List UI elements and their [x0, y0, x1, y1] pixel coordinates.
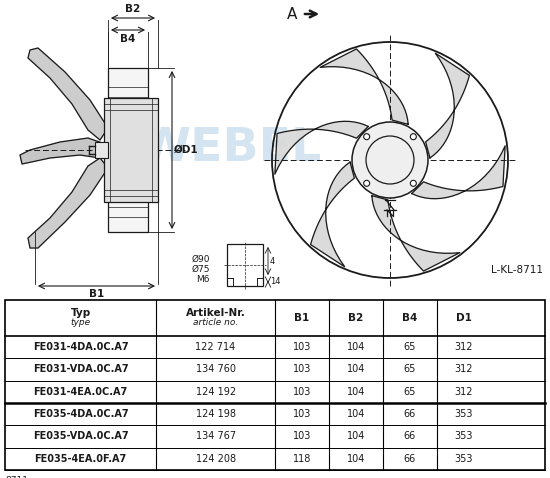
Text: 103: 103: [293, 364, 311, 374]
Text: 65: 65: [404, 387, 416, 397]
Text: 353: 353: [455, 454, 473, 464]
Text: FE035-4EA.0F.A7: FE035-4EA.0F.A7: [35, 454, 126, 464]
Text: Typ: Typ: [70, 308, 91, 318]
Text: L-KL-8711: L-KL-8711: [491, 265, 543, 275]
Text: 122 714: 122 714: [195, 342, 236, 352]
Text: 124 208: 124 208: [196, 454, 235, 464]
Polygon shape: [28, 48, 108, 140]
Text: FE031-4EA.0C.A7: FE031-4EA.0C.A7: [34, 387, 128, 397]
Text: B2: B2: [348, 313, 364, 323]
Text: 8711: 8711: [5, 476, 28, 478]
Polygon shape: [311, 162, 354, 267]
Text: 66: 66: [404, 432, 416, 442]
Text: Ø75: Ø75: [191, 264, 210, 273]
Bar: [104, 98, 158, 202]
Text: 66: 66: [404, 409, 416, 419]
Text: 104: 104: [347, 387, 365, 397]
Polygon shape: [20, 138, 108, 164]
Text: 66: 66: [404, 454, 416, 464]
Circle shape: [410, 180, 416, 186]
Text: 124 198: 124 198: [196, 409, 235, 419]
Text: 104: 104: [347, 342, 365, 352]
Circle shape: [364, 134, 370, 140]
Circle shape: [364, 180, 370, 186]
Text: 104: 104: [347, 409, 365, 419]
Polygon shape: [28, 158, 108, 248]
Text: D1: D1: [456, 313, 472, 323]
Text: FE035-4DA.0C.A7: FE035-4DA.0C.A7: [33, 409, 128, 419]
Text: A: A: [287, 7, 297, 22]
Text: 103: 103: [293, 409, 311, 419]
Text: 103: 103: [293, 432, 311, 442]
Polygon shape: [275, 121, 368, 174]
Polygon shape: [372, 196, 460, 271]
Text: 134 767: 134 767: [196, 432, 235, 442]
Text: 312: 312: [455, 364, 473, 374]
Text: B1: B1: [294, 313, 310, 323]
Text: M6: M6: [196, 274, 210, 283]
Text: FE031-4DA.0C.A7: FE031-4DA.0C.A7: [33, 342, 128, 352]
Bar: [108, 68, 148, 232]
Text: ØD1: ØD1: [174, 145, 199, 155]
Text: article no.: article no.: [193, 318, 238, 327]
Text: 4: 4: [270, 257, 275, 265]
Text: 312: 312: [455, 387, 473, 397]
Text: WEBEL: WEBEL: [139, 126, 322, 171]
Text: B4: B4: [120, 34, 136, 44]
Text: B4: B4: [402, 313, 417, 323]
Text: 104: 104: [347, 432, 365, 442]
Text: FE035-VDA.0C.A7: FE035-VDA.0C.A7: [33, 432, 128, 442]
Text: 65: 65: [404, 342, 416, 352]
Bar: [95, 142, 108, 158]
Text: 104: 104: [347, 454, 365, 464]
Text: B2: B2: [125, 4, 141, 14]
Text: Artikel-Nr.: Artikel-Nr.: [186, 308, 245, 318]
Text: 353: 353: [455, 432, 473, 442]
Text: 104: 104: [347, 364, 365, 374]
Circle shape: [410, 134, 416, 140]
Bar: [227, 244, 263, 286]
Text: 353: 353: [455, 409, 473, 419]
Bar: [5, 300, 545, 470]
Text: 118: 118: [293, 454, 311, 464]
Text: Ø90: Ø90: [191, 254, 210, 263]
Text: 124 192: 124 192: [196, 387, 235, 397]
Text: 134 760: 134 760: [196, 364, 235, 374]
Circle shape: [352, 122, 428, 198]
Text: 103: 103: [293, 387, 311, 397]
Text: 14: 14: [270, 278, 280, 286]
Polygon shape: [426, 53, 469, 158]
Text: 65: 65: [404, 364, 416, 374]
Text: type: type: [70, 318, 91, 327]
Text: 312: 312: [455, 342, 473, 352]
Text: 103: 103: [293, 342, 311, 352]
Polygon shape: [320, 49, 408, 124]
Text: B1: B1: [89, 289, 104, 299]
Text: FE031-VDA.0C.A7: FE031-VDA.0C.A7: [33, 364, 128, 374]
Polygon shape: [412, 146, 505, 199]
